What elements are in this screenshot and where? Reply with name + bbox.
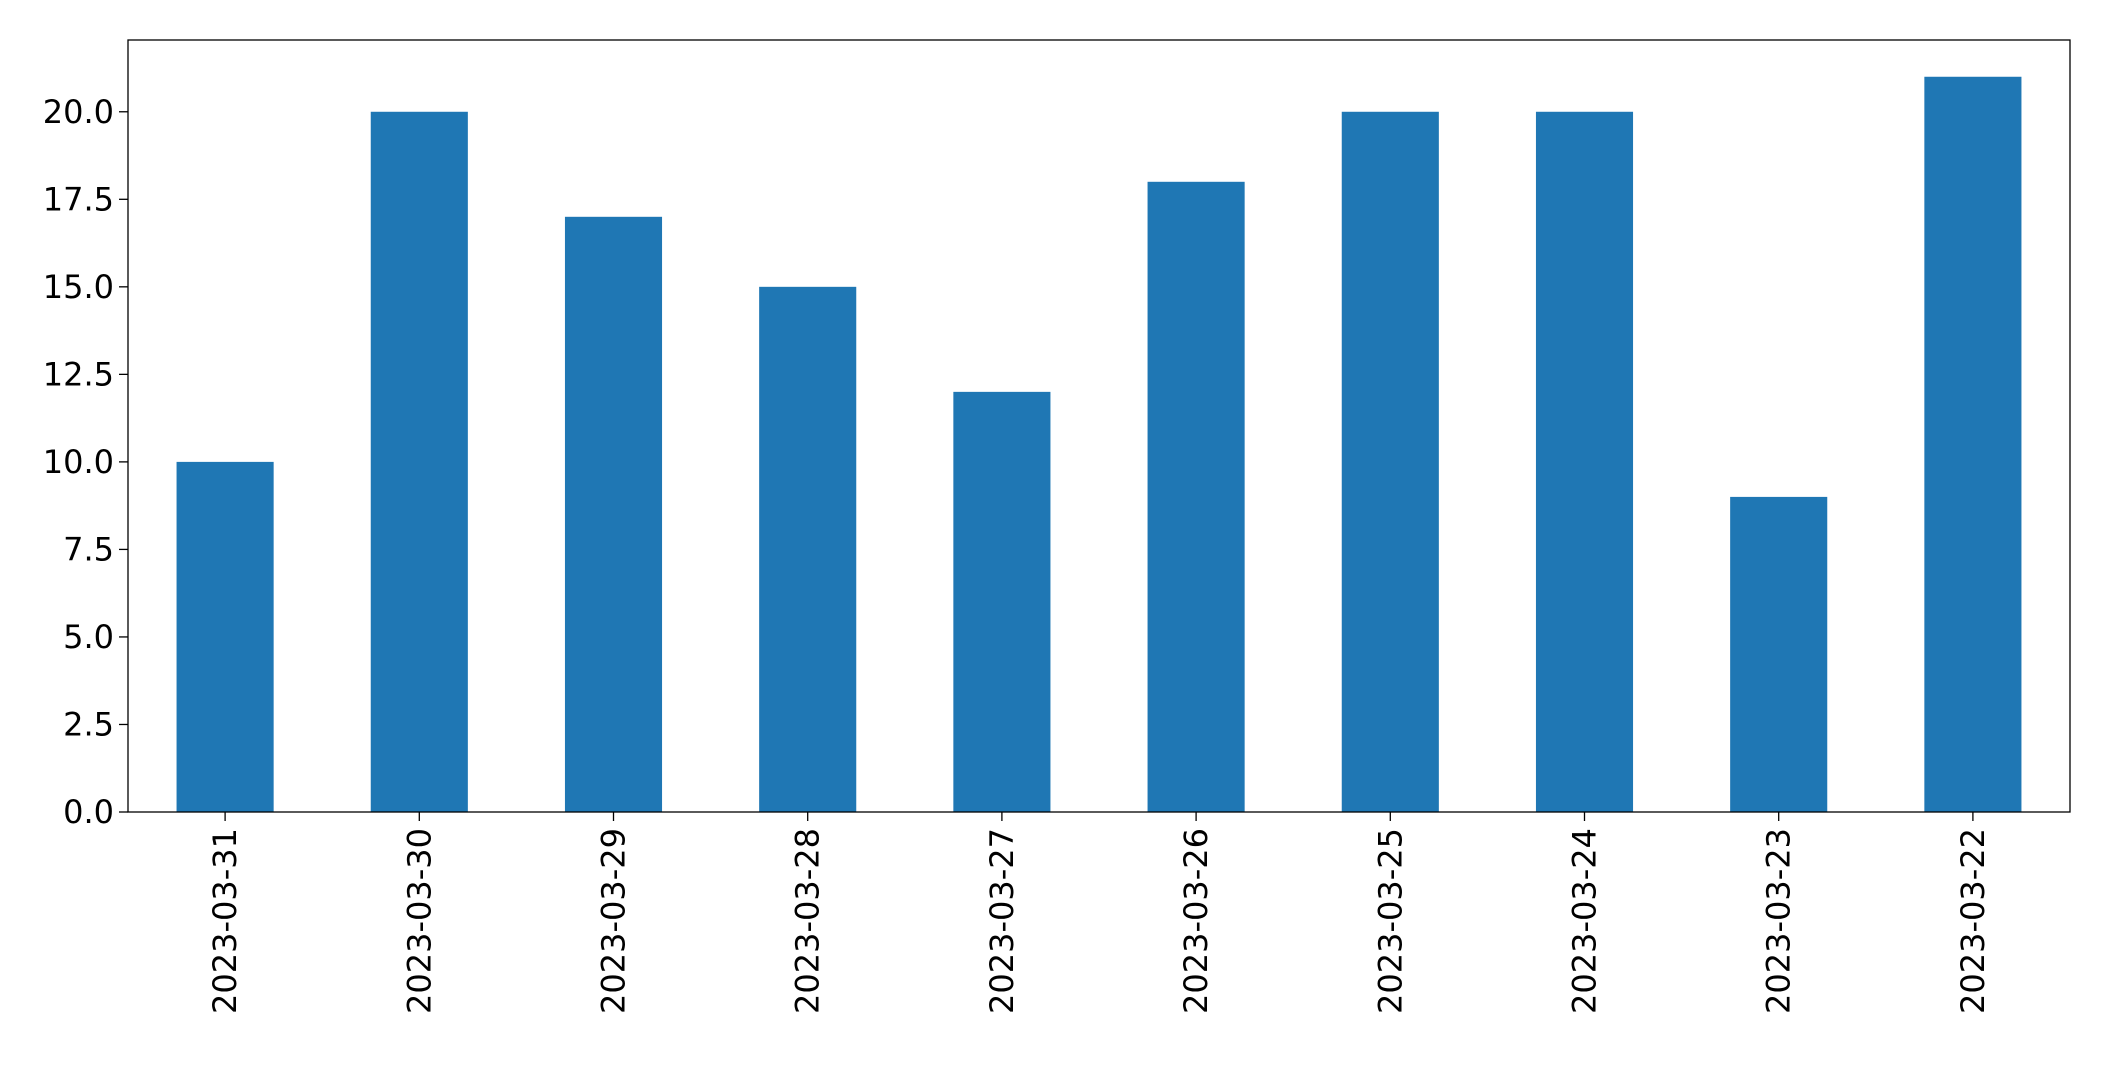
y-tick-label: 15.0	[43, 268, 114, 306]
bar-2023-03-26	[1147, 181, 1245, 813]
x-tick-label: 2023-03-31	[206, 828, 244, 1014]
y-tick-label: 10.0	[43, 443, 114, 481]
x-tick-label: 2023-03-25	[1371, 828, 1409, 1014]
bar-2023-03-30	[370, 111, 468, 812]
y-tick-label: 20.0	[43, 93, 114, 131]
bar-2023-03-22	[1924, 76, 2022, 812]
y-tick-label: 0.0	[63, 793, 114, 831]
y-axis: 0.0 2.5 5.0 7.5 10.0 12.5 15.0 17.5 20.0	[43, 93, 128, 831]
x-tick-label: 2023-03-24	[1566, 828, 1604, 1014]
x-tick-label: 2023-03-22	[1954, 828, 1992, 1014]
x-tick-label: 2023-03-26	[1177, 828, 1215, 1014]
bar-2023-03-24	[1535, 111, 1634, 812]
bar-2023-03-28	[759, 286, 857, 812]
x-tick-label: 2023-03-29	[595, 828, 633, 1014]
bar-2023-03-31	[176, 461, 274, 812]
plot-frame	[127, 39, 2071, 813]
x-tick-label: 2023-03-30	[400, 828, 438, 1014]
y-tick-label: 17.5	[43, 180, 114, 218]
x-axis: 2023-03-31 2023-03-30 2023-03-29 2023-03-28…	[206, 812, 1992, 1014]
y-tick-label: 2.5	[63, 705, 114, 743]
x-tick-label: 2023-03-23	[1760, 828, 1798, 1014]
bar-2023-03-23	[1730, 496, 1828, 812]
y-tick-label: 5.0	[63, 618, 114, 656]
x-tick-label: 2023-03-27	[983, 828, 1021, 1014]
bar-2023-03-29	[564, 216, 663, 812]
y-tick-label: 7.5	[63, 530, 114, 568]
bars-group	[176, 76, 2022, 813]
bar-2023-03-25	[1341, 111, 1439, 812]
bar-2023-03-27	[953, 391, 1051, 812]
y-tick-label: 12.5	[43, 355, 114, 393]
x-tick-label: 2023-03-28	[789, 828, 827, 1014]
